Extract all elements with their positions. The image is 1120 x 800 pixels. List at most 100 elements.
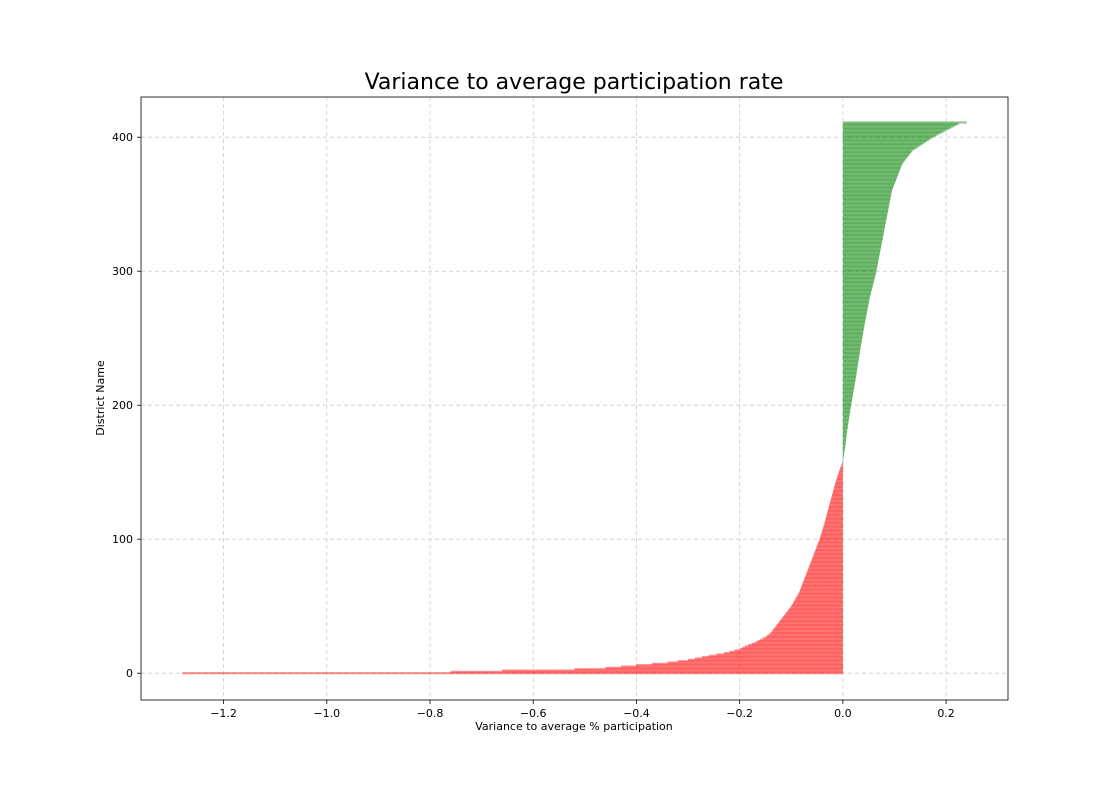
bar: [842, 351, 860, 354]
bar: [842, 350, 860, 353]
bar: [842, 166, 901, 170]
bar: [842, 177, 897, 180]
bar: [797, 594, 843, 597]
bar: [842, 376, 856, 379]
x-tick-label: −1.2: [210, 707, 237, 720]
bar: [842, 404, 852, 407]
bar: [830, 500, 843, 503]
bar: [842, 421, 849, 424]
bar: [842, 384, 855, 387]
bar: [842, 394, 853, 397]
bar: [842, 461, 843, 464]
bar: [791, 605, 843, 608]
bar: [829, 503, 843, 506]
bar: [785, 613, 843, 616]
bar: [842, 455, 844, 458]
bar: [831, 495, 843, 498]
bar: [708, 654, 843, 657]
bar: [842, 355, 860, 358]
bar: [842, 193, 892, 196]
bar: [842, 420, 849, 423]
x-tick-label: −0.4: [623, 707, 650, 720]
bar: [842, 228, 885, 231]
bar: [842, 124, 957, 127]
bar: [620, 665, 843, 668]
bar: [667, 661, 843, 664]
x-axis-label: Variance to average % participation: [475, 720, 673, 733]
y-axis-ticks: 0 100 200 300 400: [112, 131, 141, 680]
bar: [822, 528, 843, 531]
bar: [842, 334, 863, 337]
bar: [842, 390, 854, 393]
bar: [842, 121, 967, 124]
bars: [182, 121, 967, 675]
bar: [842, 413, 850, 416]
bar: [792, 603, 843, 606]
bar: [828, 508, 843, 511]
bar: [842, 330, 864, 333]
bar: [839, 469, 843, 472]
bar: [798, 593, 843, 596]
bar: [842, 258, 879, 261]
bar: [842, 437, 847, 440]
bar: [842, 353, 860, 356]
bar: [842, 323, 865, 326]
bar: [842, 434, 847, 438]
bar: [837, 476, 843, 479]
y-tick-label: 300: [112, 265, 133, 278]
bar: [842, 318, 866, 321]
bar: [806, 573, 843, 576]
bar: [734, 649, 843, 652]
bar: [677, 660, 843, 663]
bar: [835, 483, 843, 486]
bar: [842, 440, 846, 443]
bar: [813, 554, 843, 557]
bar: [824, 523, 843, 526]
bar: [828, 506, 843, 509]
bar: [605, 666, 843, 669]
bar: [742, 646, 843, 649]
bar: [832, 491, 843, 494]
bar: [842, 385, 855, 388]
bar: [842, 378, 856, 381]
bar: [842, 236, 883, 239]
bar: [842, 321, 866, 324]
bar: [842, 268, 877, 271]
bar: [842, 326, 865, 329]
bar: [784, 614, 843, 617]
bar: [842, 256, 879, 259]
bar: [842, 217, 887, 220]
bar: [836, 479, 843, 482]
bar: [833, 488, 843, 491]
bar: [842, 184, 894, 187]
bar: [842, 300, 869, 304]
plot-area: [141, 97, 1008, 700]
bar: [842, 362, 859, 365]
bar: [842, 235, 884, 238]
bar: [757, 640, 843, 643]
bar: [716, 653, 843, 656]
bar: [779, 619, 843, 622]
bar: [842, 280, 874, 283]
bar: [842, 154, 909, 157]
bar: [842, 436, 847, 439]
bar: [842, 161, 904, 164]
bar: [842, 349, 861, 352]
grid-lines: [141, 97, 1008, 700]
bar: [808, 567, 843, 570]
bar: [842, 144, 921, 147]
bar: [842, 418, 849, 421]
bar: [842, 389, 854, 392]
bar: [842, 179, 897, 182]
bar: [724, 652, 843, 655]
bar: [842, 205, 889, 208]
bar: [842, 311, 867, 314]
bar: [842, 453, 844, 456]
bar: [800, 587, 843, 590]
bar: [762, 637, 843, 640]
x-tick-label: −1.0: [313, 707, 340, 720]
bar: [751, 642, 843, 645]
bar: [842, 416, 850, 419]
bar: [801, 586, 843, 589]
bar: [802, 582, 843, 585]
